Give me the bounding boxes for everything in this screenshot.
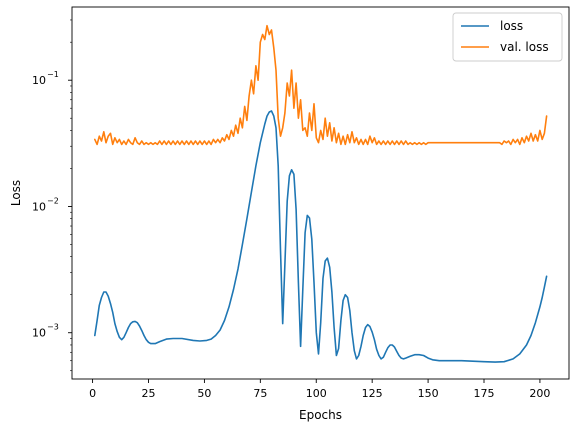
y-tick-label: 10 <box>32 74 46 87</box>
x-tick-label: 125 <box>362 387 383 400</box>
x-tick-label: 175 <box>474 387 495 400</box>
legend-label-loss: loss <box>500 19 523 33</box>
x-tick-label: 150 <box>418 387 439 400</box>
series-line-val-loss <box>94 24 548 146</box>
x-tick-label: 25 <box>141 387 155 400</box>
legend-box <box>452 12 563 62</box>
plot-frame <box>71 6 570 380</box>
x-tick-label: 0 <box>89 387 96 400</box>
y-tick-exponent: −3 <box>47 323 59 332</box>
y-axis-label: Loss <box>9 180 23 206</box>
y-tick-exponent: −1 <box>47 70 59 79</box>
y-tick-label: 10 <box>32 327 46 340</box>
legend: loss val. loss <box>452 12 563 62</box>
x-tick-label: 75 <box>253 387 267 400</box>
y-tick-exponent: −2 <box>47 196 59 205</box>
x-axis-label: Epochs <box>299 408 342 422</box>
x-tick-label: 50 <box>197 387 211 400</box>
x-tick-label: 200 <box>529 387 550 400</box>
y-tick-label: 10 <box>32 200 46 213</box>
series-line-loss <box>94 110 548 363</box>
x-tick-label: 100 <box>306 387 327 400</box>
legend-label-val-loss: val. loss <box>500 40 549 54</box>
